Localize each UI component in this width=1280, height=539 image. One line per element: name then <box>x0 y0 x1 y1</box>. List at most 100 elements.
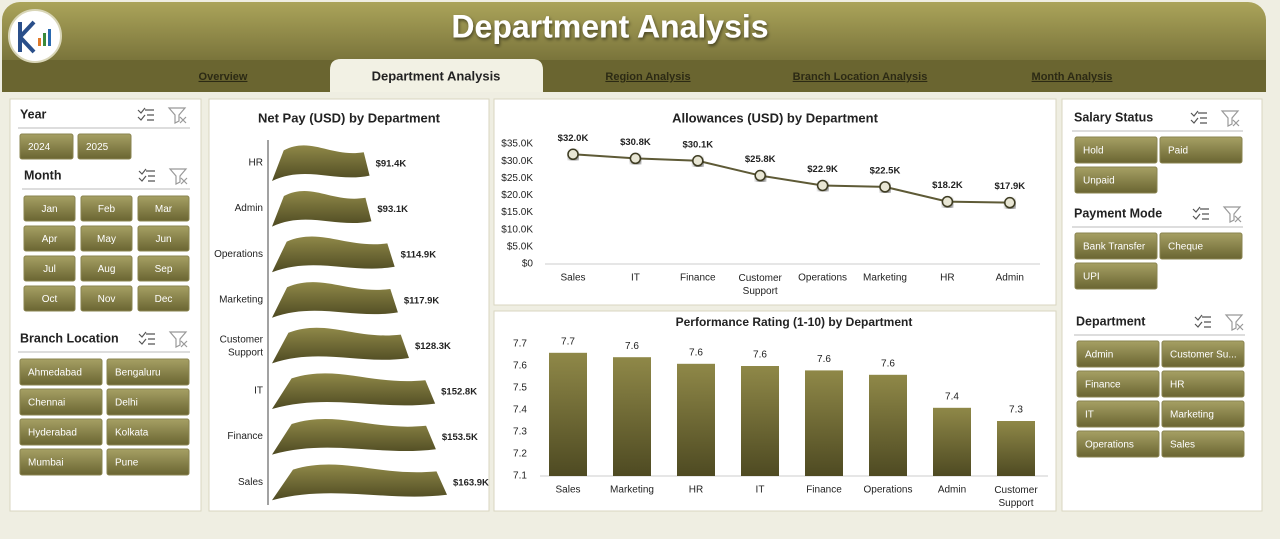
multi-select-icon[interactable] <box>137 107 154 121</box>
slicer-item[interactable]: Unpaid <box>1083 176 1115 187</box>
slicer-button[interactable] <box>1074 166 1158 194</box>
slicer-item[interactable]: Feb <box>98 204 116 215</box>
slicer-button[interactable] <box>1076 400 1160 428</box>
slicer-button[interactable] <box>106 418 190 446</box>
nav-tab[interactable]: Overview <box>199 71 248 83</box>
slicer-button[interactable] <box>1074 136 1158 164</box>
data-label: $30.1K <box>682 139 713 150</box>
slicer-button[interactable] <box>19 388 103 416</box>
slicer-item[interactable]: Mar <box>155 204 173 215</box>
slicer-item[interactable]: UPI <box>1083 272 1100 283</box>
slicer-item[interactable]: Bengaluru <box>115 368 161 379</box>
slicer-item[interactable]: Nov <box>98 294 116 305</box>
slicer-button[interactable] <box>23 195 76 222</box>
slicer-button[interactable] <box>80 285 133 312</box>
point <box>567 148 579 161</box>
slicer-item[interactable]: Operations <box>1085 440 1134 451</box>
slicer-button[interactable] <box>23 255 76 282</box>
slicer-button[interactable] <box>80 195 133 222</box>
nav-tab[interactable]: Department Analysis <box>372 68 501 83</box>
slicer-item[interactable]: Customer Su... <box>1170 350 1237 361</box>
slicer-button[interactable] <box>19 358 103 386</box>
y-tick-label: 7.5 <box>513 383 527 394</box>
clear-filter-icon[interactable] <box>1220 110 1240 127</box>
slicer-button[interactable] <box>23 225 76 252</box>
slicer-item[interactable]: Hyderabad <box>28 428 77 439</box>
point <box>941 195 954 208</box>
clear-filter-icon[interactable] <box>1222 206 1242 223</box>
multi-select-icon[interactable] <box>1190 110 1207 124</box>
slicer-button[interactable] <box>106 358 190 386</box>
slicer-item[interactable]: Hold <box>1083 146 1104 157</box>
clear-filter-icon[interactable] <box>1224 314 1244 331</box>
chart-title: Performance Rating (1-10) by Department <box>676 315 913 329</box>
data-label: $32.0K <box>558 133 589 144</box>
slicer-button[interactable] <box>137 285 190 312</box>
slicer-item[interactable]: Aug <box>98 264 116 275</box>
slicer-item[interactable]: Jan <box>41 204 57 215</box>
slicer-item[interactable]: Cheque <box>1168 242 1203 253</box>
slicer-item[interactable]: Chennai <box>28 398 65 409</box>
clear-filter-icon[interactable] <box>168 168 188 185</box>
slicer-button[interactable] <box>1161 400 1245 428</box>
slicer-button[interactable] <box>19 418 103 446</box>
slicer-item[interactable]: Admin <box>1085 350 1113 361</box>
slicer-title: Department <box>1076 314 1146 328</box>
slicer-button[interactable] <box>80 255 133 282</box>
slicer-button[interactable] <box>1074 262 1158 290</box>
multi-select-icon[interactable] <box>1192 206 1209 220</box>
slicer-button[interactable] <box>1076 340 1160 368</box>
slicer-button[interactable] <box>1159 232 1243 260</box>
slicer-item[interactable]: Oct <box>42 294 58 305</box>
slicer-button[interactable] <box>106 448 190 476</box>
slicer-item[interactable]: HR <box>1170 380 1184 391</box>
slicer-button[interactable] <box>106 388 190 416</box>
slicer-button[interactable] <box>137 225 190 252</box>
clear-filter-icon[interactable] <box>167 107 187 124</box>
slicer-title: Payment Mode <box>1074 206 1162 220</box>
slicer-button[interactable] <box>80 225 133 252</box>
slicer-button[interactable] <box>1076 370 1160 398</box>
x-tick-label: Customer Support <box>739 273 783 297</box>
slicer-item[interactable]: Ahmedabad <box>28 368 82 379</box>
slicer-item[interactable]: Apr <box>42 234 58 245</box>
slicer-item[interactable]: IT <box>1085 410 1094 421</box>
slicer-button[interactable] <box>1161 430 1245 458</box>
multi-select-icon[interactable] <box>138 331 155 345</box>
slicer-button[interactable] <box>23 285 76 312</box>
slicer-item[interactable]: 2025 <box>86 142 109 153</box>
slicer-item[interactable]: Dec <box>155 294 173 305</box>
slicer-button[interactable] <box>137 195 190 222</box>
slicer-button[interactable] <box>1159 136 1243 164</box>
slicer-item[interactable]: Pune <box>115 458 139 469</box>
slicer-item[interactable]: Bank Transfer <box>1083 242 1146 253</box>
slicer-item[interactable]: Finance <box>1085 380 1121 391</box>
slicer-button[interactable] <box>1074 232 1158 260</box>
nav-tab[interactable]: Branch Location Analysis <box>793 71 928 83</box>
clear-filter-icon[interactable] <box>168 331 188 348</box>
slicer-button[interactable] <box>77 133 132 160</box>
slicer-item[interactable]: Paid <box>1168 146 1188 157</box>
slicer-item[interactable]: Delhi <box>115 398 138 409</box>
data-label: $30.8K <box>620 137 651 148</box>
slicer-item[interactable]: 2024 <box>28 142 51 153</box>
slicer-item[interactable]: Kolkata <box>115 428 149 439</box>
slicer-item[interactable]: Jul <box>43 264 56 275</box>
slicer-item[interactable]: Sales <box>1170 440 1195 451</box>
nav-tab[interactable]: Region Analysis <box>605 71 690 83</box>
slicer-item[interactable]: Jun <box>155 234 171 245</box>
slicer-item[interactable]: Sep <box>155 264 173 275</box>
slicer-button[interactable] <box>19 133 74 160</box>
slicer-button[interactable] <box>1076 430 1160 458</box>
multi-select-icon[interactable] <box>1194 314 1211 328</box>
slicer-button[interactable] <box>137 255 190 282</box>
slicer-button[interactable] <box>19 448 103 476</box>
slicer-item[interactable]: May <box>97 234 116 245</box>
multi-select-icon[interactable] <box>138 168 155 182</box>
bar <box>272 190 372 227</box>
slicer-item[interactable]: Marketing <box>1170 410 1214 421</box>
slicer-button[interactable] <box>1161 370 1245 398</box>
slicer-button[interactable] <box>1161 340 1245 368</box>
slicer-item[interactable]: Mumbai <box>28 458 64 469</box>
nav-tab[interactable]: Month Analysis <box>1032 71 1113 83</box>
